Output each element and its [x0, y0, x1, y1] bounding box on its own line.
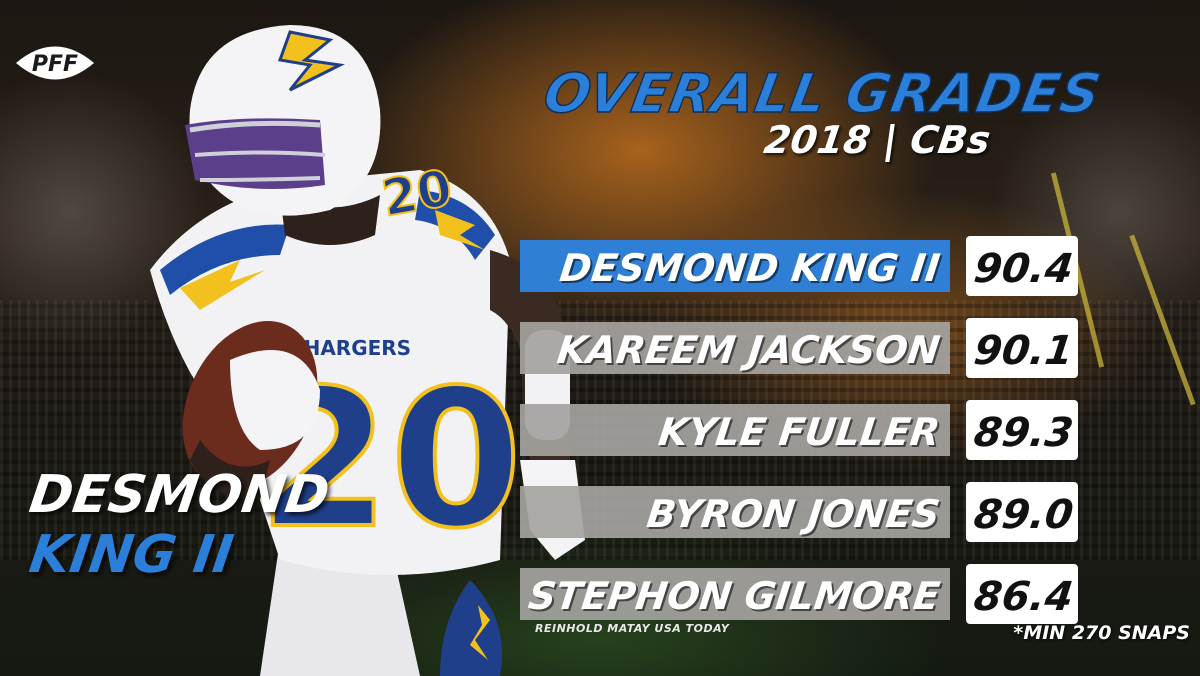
photo-credit: REINHOLD MATAY USA TODAY	[535, 622, 730, 635]
bar-label-shadow-3: BYRON JONES	[646, 494, 944, 538]
value-label-2: 89.3	[971, 410, 1075, 456]
title-graphic: OVERALL GRADES	[538, 61, 1107, 126]
bar-label-shadow-2: KYLE FULLER	[658, 412, 944, 456]
page-title: OVERALL GRADES	[539, 61, 1106, 125]
stadium-light-right	[980, 70, 1200, 350]
undefined	[520, 322, 950, 374]
jersey-number-shoulder: 20	[378, 159, 457, 228]
bar-label-shadow-1: KAREEM JACKSON	[557, 330, 945, 374]
value-box-0	[966, 236, 1078, 296]
bar-label-3: BYRON JONES	[644, 492, 942, 536]
bar-label-4: STEPHON GILMORE	[526, 574, 942, 618]
undefined	[520, 404, 950, 456]
value-box-2	[966, 400, 1078, 460]
value-label-1: 90.1	[971, 328, 1075, 374]
value-box-3	[966, 482, 1078, 542]
value-label-4: 86.4	[971, 574, 1075, 620]
undefined	[520, 486, 950, 538]
bar-label-0: DESMOND KING II	[557, 246, 942, 290]
bar-label-1: KAREEM JACKSON	[555, 328, 943, 372]
footnote: *MIN 270 SNAPS	[1013, 622, 1190, 644]
undefined	[520, 568, 950, 620]
value-label-3: 89.0	[971, 492, 1075, 538]
pff-logo-text: PFF	[32, 52, 78, 77]
value-box-4	[966, 564, 1078, 624]
pff-logo: PFF	[16, 46, 94, 80]
value-box-1	[966, 318, 1078, 378]
value-label-0: 90.4	[971, 246, 1075, 292]
bar-label-shadow-0: DESMOND KING II	[559, 248, 944, 292]
undefined	[520, 240, 950, 292]
bar-label-2: KYLE FULLER	[656, 410, 942, 454]
bar-label-shadow-4: STEPHON GILMORE	[528, 576, 944, 620]
